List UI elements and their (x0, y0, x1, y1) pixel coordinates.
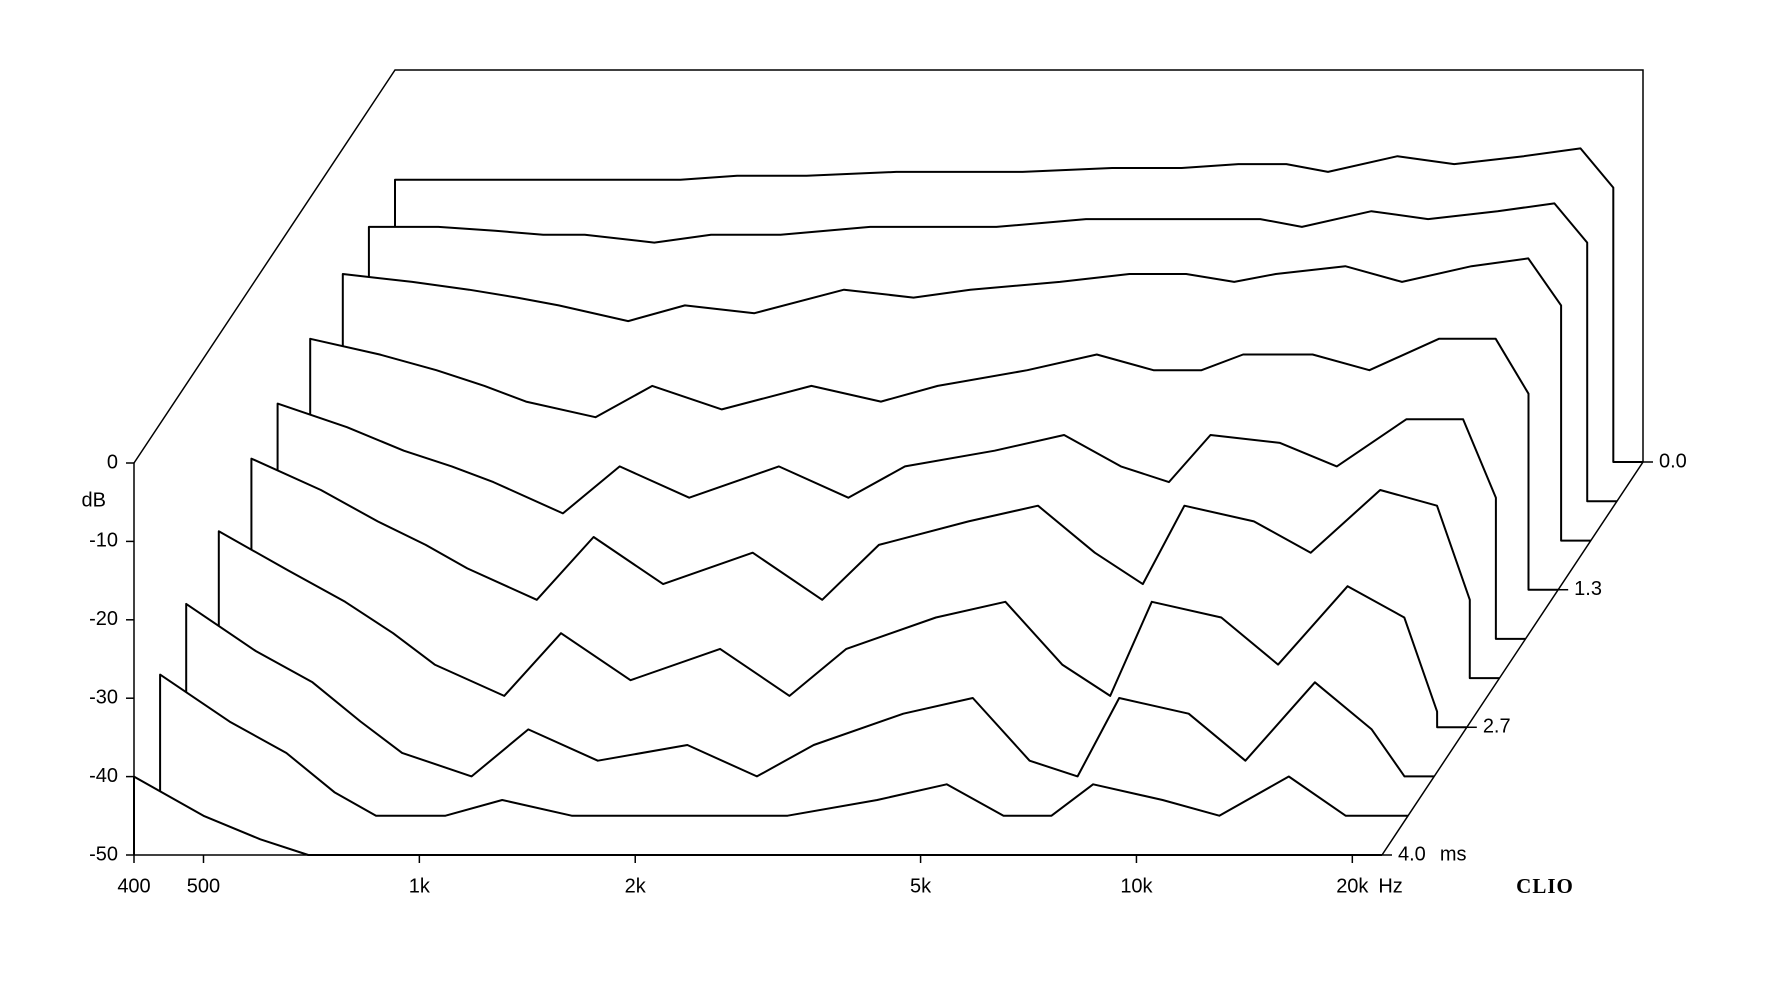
z-unit: ms (1440, 843, 1467, 865)
z-tick-label: 4.0 (1398, 843, 1426, 865)
x-tick-label: 500 (187, 875, 220, 897)
y-tick-label: -40 (89, 765, 118, 787)
x-tick-label: 5k (910, 875, 932, 897)
decay-slice (159, 673, 1409, 817)
y-tick-label: -20 (89, 608, 118, 630)
y-tick-label: 0 (107, 451, 118, 473)
frame (133, 69, 1644, 856)
decay-slice (217, 530, 1467, 729)
y-tick-label: -10 (89, 530, 118, 552)
y-axis-label: dB (82, 489, 106, 511)
x-tick-label: 2k (625, 875, 647, 897)
x-tick-label: 20k (1336, 875, 1369, 897)
y-tick-label: -30 (89, 686, 118, 708)
x-unit: Hz (1378, 875, 1402, 897)
z-tick-label: 2.7 (1483, 716, 1511, 738)
x-tick-label: 1k (409, 875, 431, 897)
brand: CLIO (1516, 874, 1574, 898)
z-tick-label: 0.0 (1659, 450, 1687, 472)
x-tick-label: 400 (117, 875, 150, 897)
decay-slice (185, 602, 1435, 778)
z-tick-label: 1.3 (1574, 578, 1602, 600)
y-tick-label: -50 (89, 843, 118, 865)
x-tick-label: 10k (1120, 875, 1153, 897)
